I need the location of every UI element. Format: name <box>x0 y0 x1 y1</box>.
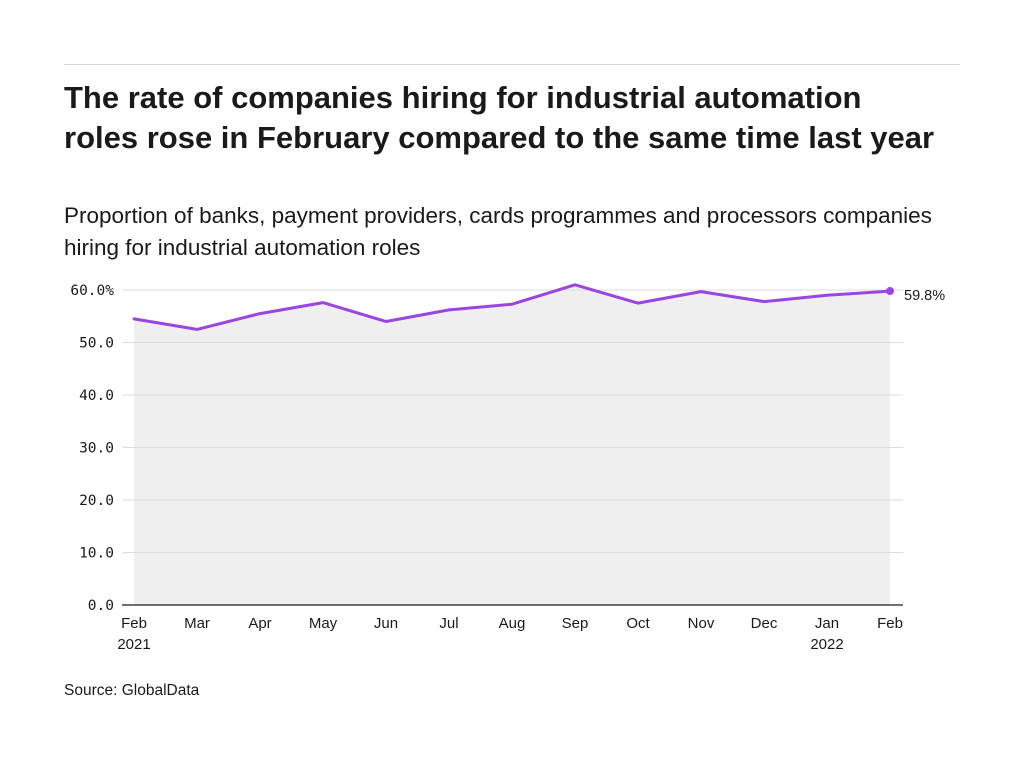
x-tick-label: Feb <box>121 615 147 632</box>
y-tick-label: 40.0 <box>79 388 114 404</box>
x-tick-label: Aug <box>499 615 526 632</box>
top-rule <box>64 64 960 65</box>
y-axis-ticks: 0.0 10.0 20.0 30.0 40.0 50.0 60.0% <box>70 283 114 614</box>
x-axis-ticks: Feb 2021 Mar Apr May Jun Jul Aug Sep Oct Nov Dec Jan… <box>117 615 903 653</box>
end-value-label: 59.8% <box>904 288 945 304</box>
x-tick-label: Dec <box>751 615 778 632</box>
y-tick-label: 60.0% <box>70 283 114 299</box>
x-tick-label: Sep <box>562 615 589 632</box>
x-tick-year-label: 2022 <box>810 636 843 653</box>
series-line <box>132 283 892 331</box>
x-tick-label: Jan <box>815 615 839 632</box>
x-tick-year-label: 2021 <box>117 636 150 653</box>
chart-title: The rate of companies hiring for industr… <box>64 80 935 155</box>
source-note: Source: GlobalData <box>64 682 200 699</box>
y-tick-label: 50.0 <box>79 336 114 352</box>
x-tick-label: Apr <box>248 615 271 632</box>
x-tick-label: Jul <box>439 615 458 632</box>
y-tick-label: 20.0 <box>79 493 114 509</box>
x-tick-label: Nov <box>688 615 715 632</box>
y-tick-label: 10.0 <box>79 546 114 562</box>
end-point-marker <box>886 287 894 296</box>
y-tick-label: 30.0 <box>79 441 114 457</box>
x-tick-label: May <box>309 615 338 632</box>
y-tick-label: 0.0 <box>88 598 114 614</box>
x-tick-label: Mar <box>184 615 210 632</box>
x-tick-label: Oct <box>626 615 650 632</box>
chart-subtitle: Proportion of banks, payment providers, … <box>64 203 932 260</box>
x-tick-label: Feb <box>877 615 903 632</box>
x-tick-label: Jun <box>374 615 398 632</box>
grid-layer <box>122 289 903 553</box>
area-fill <box>134 284 890 605</box>
